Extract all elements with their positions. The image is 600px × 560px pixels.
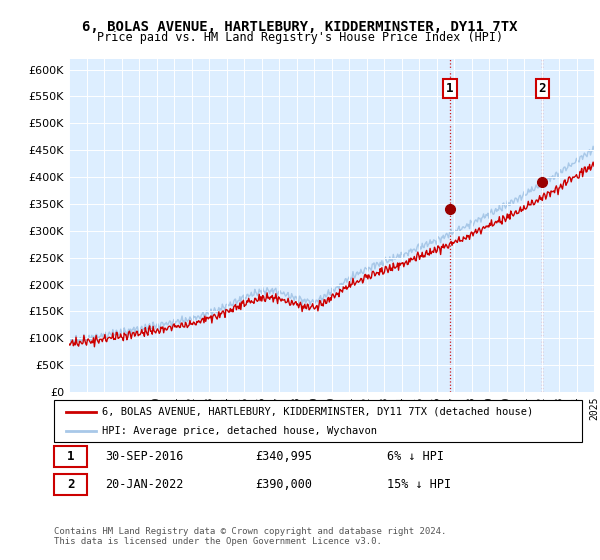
Text: HPI: Average price, detached house, Wychavon: HPI: Average price, detached house, Wych… [102,426,377,436]
Text: 6, BOLAS AVENUE, HARTLEBURY, KIDDERMINSTER, DY11 7TX (detached house): 6, BOLAS AVENUE, HARTLEBURY, KIDDERMINST… [102,407,533,417]
Text: 1: 1 [446,82,454,95]
Text: 15% ↓ HPI: 15% ↓ HPI [387,478,451,491]
Text: 2: 2 [67,478,74,491]
Text: 20-JAN-2022: 20-JAN-2022 [105,478,184,491]
Text: 30-SEP-2016: 30-SEP-2016 [105,450,184,463]
Text: £390,000: £390,000 [255,478,312,491]
Text: Price paid vs. HM Land Registry's House Price Index (HPI): Price paid vs. HM Land Registry's House … [97,31,503,44]
Text: 6% ↓ HPI: 6% ↓ HPI [387,450,444,463]
Text: 1: 1 [67,450,74,463]
Text: 2: 2 [539,82,546,95]
Text: £340,995: £340,995 [255,450,312,463]
Text: 6, BOLAS AVENUE, HARTLEBURY, KIDDERMINSTER, DY11 7TX: 6, BOLAS AVENUE, HARTLEBURY, KIDDERMINST… [82,20,518,34]
Text: Contains HM Land Registry data © Crown copyright and database right 2024.
This d: Contains HM Land Registry data © Crown c… [54,526,446,546]
